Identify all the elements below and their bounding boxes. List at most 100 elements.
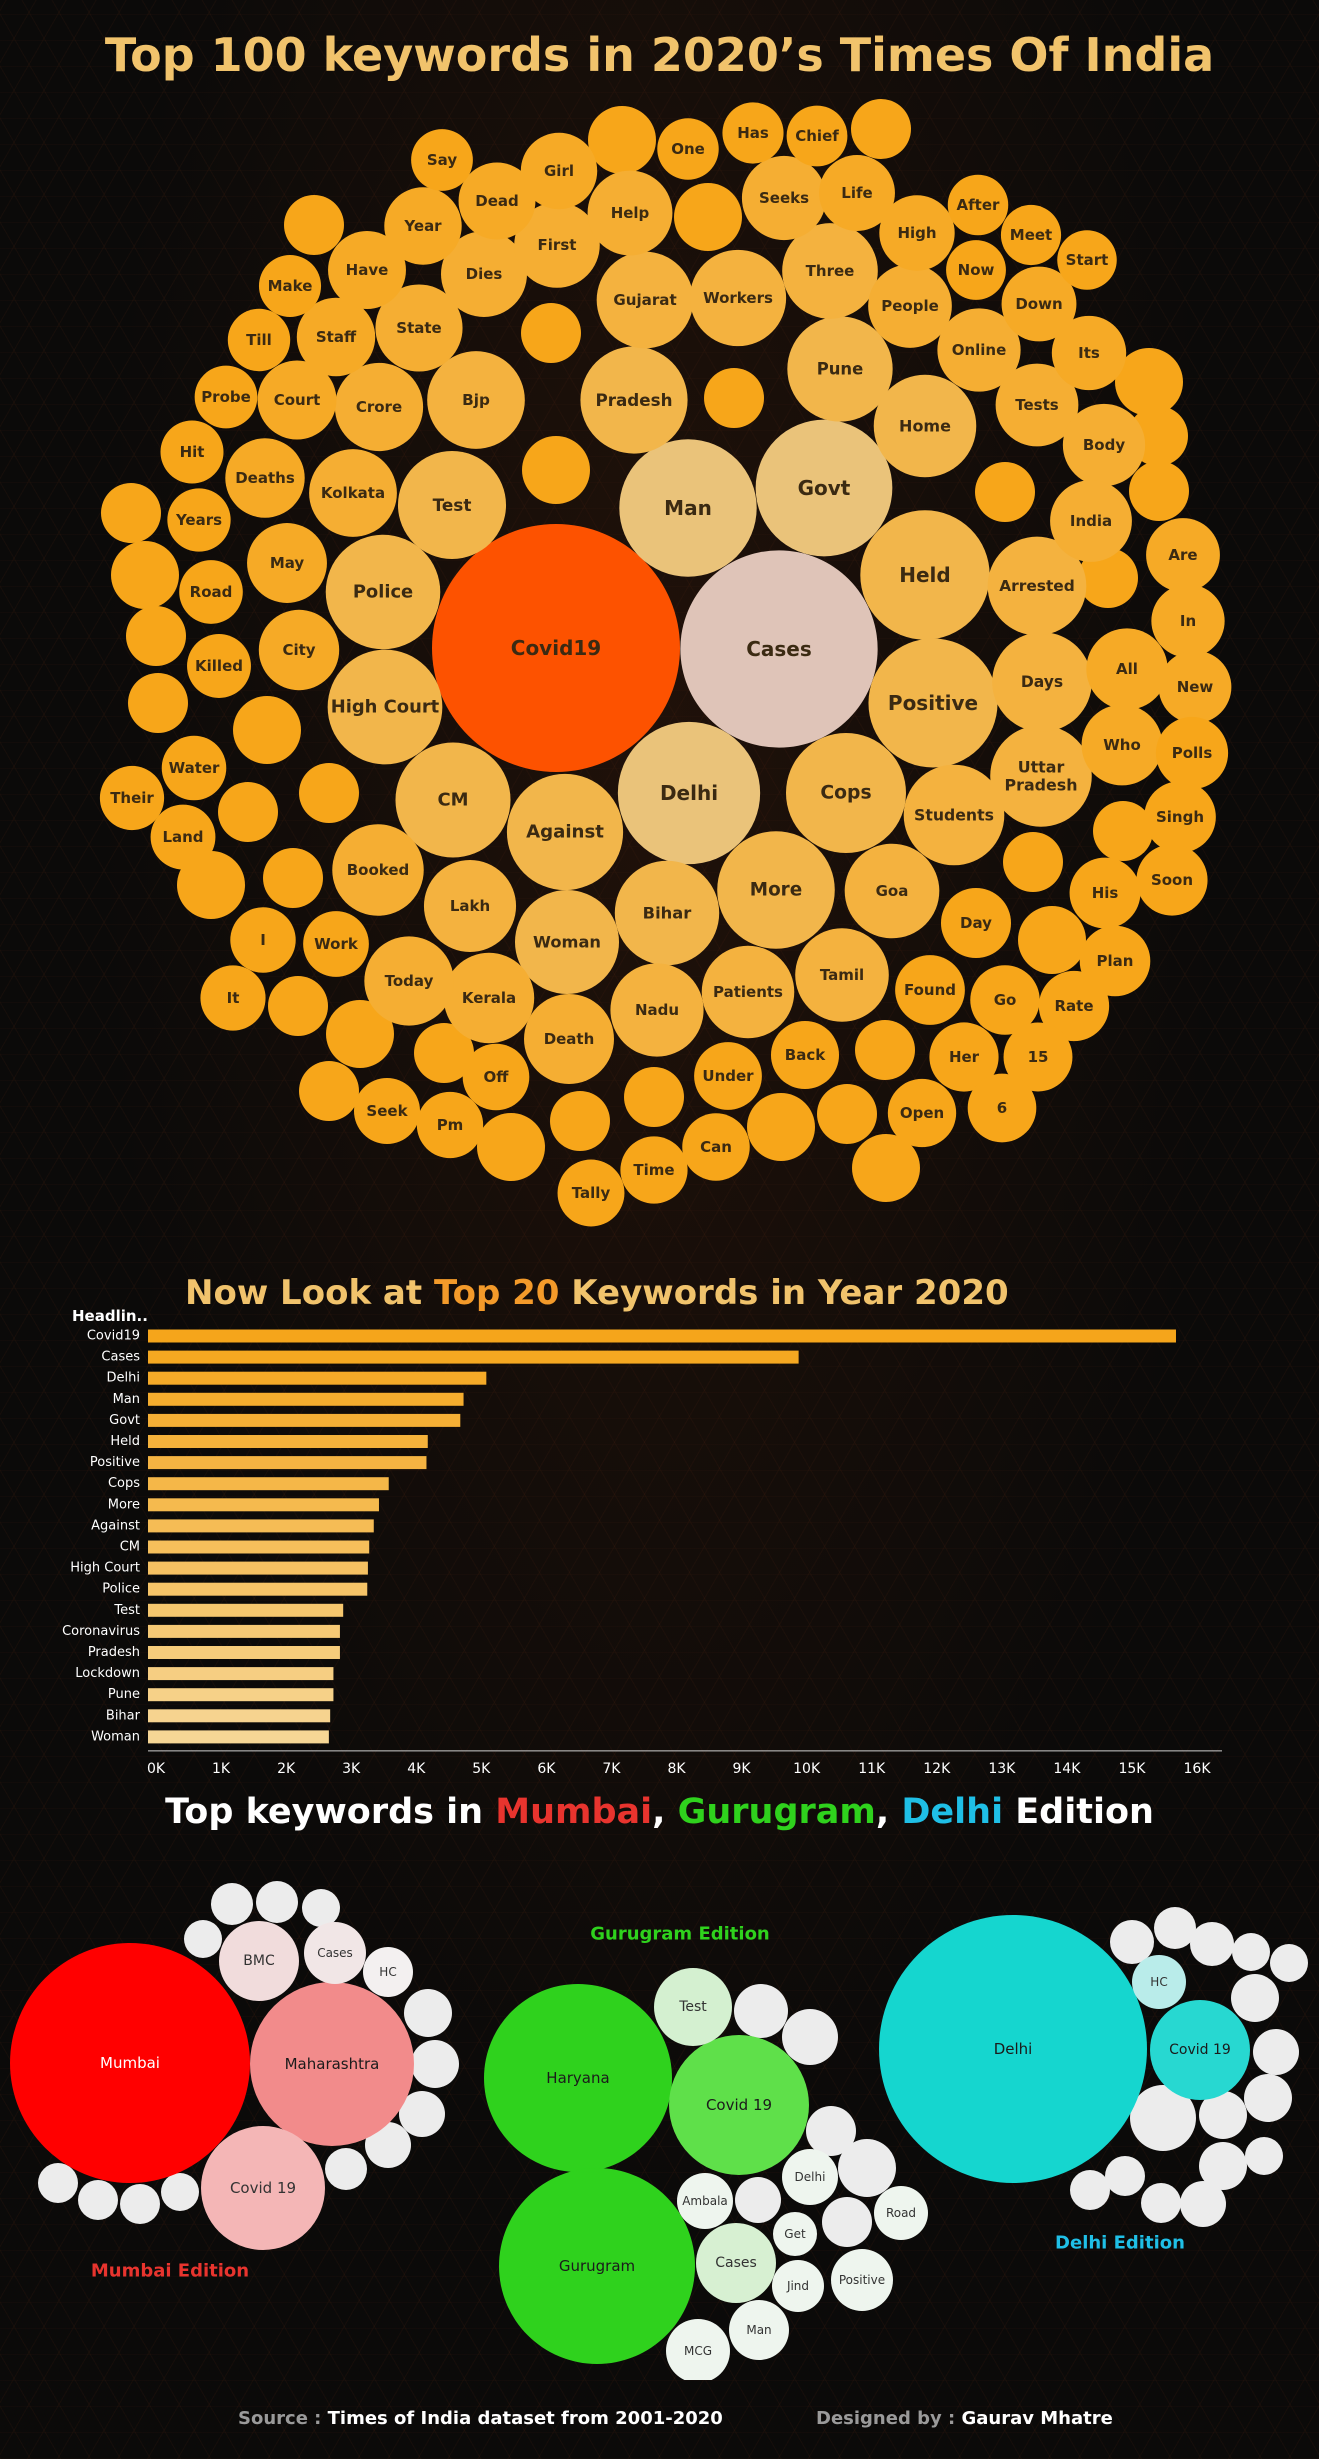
edition-bubble-unlabeled <box>1110 1920 1154 1964</box>
edition-bubble-label: BMC <box>243 1953 275 1969</box>
bubble-unlabeled <box>128 673 188 733</box>
bubble-label: One <box>671 140 705 158</box>
bar-category-label: Coronavirus <box>62 1624 140 1639</box>
edition-bubble-unlabeled <box>1231 1974 1279 2022</box>
bubble-label: Cases <box>746 637 812 661</box>
bubble-circle <box>1151 584 1225 658</box>
bubble-go: Go <box>970 965 1040 1035</box>
bubble-high: High <box>879 195 955 271</box>
bar-tick-label: 15K <box>1118 1761 1146 1777</box>
edition-bubble-unlabeled <box>1130 2085 1196 2151</box>
edition-title-sep2: , <box>875 1792 902 1832</box>
edition-bubble-unlabeled <box>38 2163 78 2203</box>
bubble-have: Have <box>328 231 406 309</box>
bubble-label: Pm <box>437 1116 464 1134</box>
bubble-unlabeled <box>111 541 179 609</box>
bubble-bihar: Bihar <box>614 860 720 966</box>
bubble-years: Years <box>167 488 231 552</box>
bubble-circle <box>1136 844 1208 916</box>
bubble-label: Patients <box>713 983 783 1001</box>
bubble-unlabeled <box>1018 906 1086 974</box>
bubble-circle <box>722 102 784 164</box>
bubble-label: Off <box>484 1068 510 1086</box>
bubble-till: Till <box>227 308 291 372</box>
edition-bubble-hc: HC <box>363 1947 413 1997</box>
bubble-label: Its <box>1078 344 1100 362</box>
bubble-circle <box>375 284 463 372</box>
bubble-circle <box>160 420 224 484</box>
bubble-circle <box>868 638 998 768</box>
bubble-circle <box>432 524 680 772</box>
bubble-label: City <box>282 641 315 659</box>
bubble-tally: Tally <box>557 1159 625 1227</box>
bubble-label: Polls <box>1172 744 1213 762</box>
bar-tick-label: 3K <box>342 1761 361 1777</box>
edition-bubble-jind: Jind <box>772 2260 824 2312</box>
bubble-today: Today <box>364 936 454 1026</box>
edition-bubble-unlabeled <box>1070 2170 1110 2210</box>
edition-bubble-covid-19: Covid 19 <box>669 2035 809 2175</box>
bubble-day: Day <box>940 887 1012 959</box>
bubble-label: State <box>396 319 441 337</box>
bubble-circle <box>411 129 473 191</box>
bubble-unlabeled <box>624 1067 684 1127</box>
bar-tick-label: 8K <box>667 1761 686 1777</box>
edition-bubble-unlabeled <box>1232 1933 1270 1971</box>
edition-bubble-label: Maharashtra <box>285 2055 380 2073</box>
footer-source-label: Source : <box>238 2408 328 2429</box>
bubble-are: Are <box>1146 518 1220 592</box>
bubble-year: Year <box>384 187 462 265</box>
edition-bubble-circle <box>10 1943 250 2183</box>
bubble-circle <box>785 732 907 854</box>
bubble-under: Under <box>694 1042 762 1110</box>
bubble-label: Tests <box>1015 396 1059 414</box>
bubble-circle <box>903 764 1005 866</box>
bubble-in: In <box>1151 584 1225 658</box>
bubble-circle <box>937 308 1021 392</box>
bubble-plan: Plan <box>1079 925 1151 997</box>
bubble-unlabeled <box>1129 461 1189 521</box>
bar-chart-title: Now Look at Top 20 Keywords in Year 2020 <box>185 1273 1009 1313</box>
bubble-hit: Hit <box>160 420 224 484</box>
edition-bubble-unlabeled <box>1199 2142 1247 2190</box>
bubble-label: Bjp <box>462 391 490 409</box>
bubble-circle <box>384 187 462 265</box>
edition-bubble-unlabeled <box>1270 1944 1308 1982</box>
edition-bubble-gurugram: Gurugram <box>499 2168 695 2364</box>
bubble-circle <box>327 649 443 765</box>
bubble-circle <box>1003 1022 1073 1092</box>
edition-chart-gurugram-edition: Haryana Gurugram Covid 19 Test Cases Delhi Amb… <box>484 1924 928 2380</box>
bubble-label: Open <box>900 1104 944 1122</box>
footer-designer-value: Gaurav Mhatre <box>961 2408 1113 2429</box>
edition-bubble-label: HC <box>379 1965 396 1979</box>
bubble-circle <box>462 1043 530 1111</box>
bubble-label: New <box>1177 678 1214 696</box>
bubble-circle <box>557 1159 625 1227</box>
bubble-after: After <box>947 174 1009 236</box>
edition-bubble-label: HC <box>1150 1975 1167 1989</box>
bar-ylabel: Headlin.. <box>72 1307 148 1325</box>
edition-bubble-circle <box>696 2223 776 2303</box>
footer-designer-label: Designed by : <box>816 2408 962 2429</box>
bubble-label: Are <box>1168 546 1197 564</box>
bubble-chief: Chief <box>786 105 848 167</box>
edition-title-mumbai: Mumbai <box>495 1792 653 1832</box>
bubble-label: Online <box>952 341 1007 359</box>
edition-bubble-circle <box>831 2249 893 2311</box>
bubble-label: Help <box>611 204 650 222</box>
bar-category-label: Bihar <box>106 1708 141 1723</box>
bubble-help: Help <box>587 170 673 256</box>
bubble-label: India <box>1070 512 1112 530</box>
bubble-it: It <box>200 965 266 1031</box>
edition-bubble-unlabeled <box>325 2148 367 2190</box>
bubble-land: Land <box>150 804 216 870</box>
bubble-circle <box>1050 480 1132 562</box>
bubble-label: Delhi <box>660 781 718 805</box>
bubble-unlabeled <box>299 763 359 823</box>
bubble-staff: Staff <box>296 297 376 377</box>
bar-category-label: Positive <box>90 1455 140 1470</box>
edition-chart-mumbai-edition: Mumbai Maharashtra Covid 19 BMC Cases HC Mumba… <box>10 1881 459 2282</box>
bar-high-court <box>148 1561 368 1575</box>
bubble-dead: Dead <box>458 162 536 240</box>
